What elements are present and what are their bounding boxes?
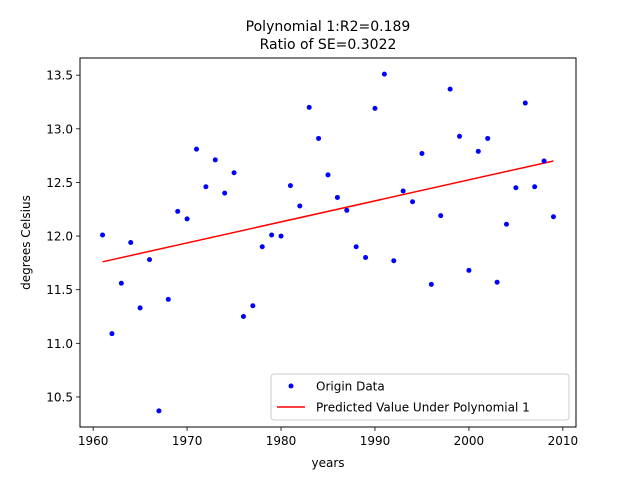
x-tick-label: 1980 <box>266 434 297 448</box>
data-point <box>250 303 256 309</box>
y-axis-label: degrees Celsius <box>19 195 33 290</box>
data-point <box>165 296 171 302</box>
data-point <box>513 185 519 191</box>
y-tick-label: 12.0 <box>46 230 73 244</box>
data-point <box>494 279 500 285</box>
data-point <box>175 208 181 214</box>
data-point <box>410 199 416 205</box>
x-tick-label: 2010 <box>548 434 579 448</box>
data-point <box>240 314 246 320</box>
data-point <box>400 188 406 194</box>
data-point <box>184 216 190 222</box>
data-point <box>363 255 369 261</box>
data-point <box>522 100 528 106</box>
x-tick-label: 1960 <box>78 434 109 448</box>
data-point <box>128 240 134 245</box>
data-point <box>550 214 556 220</box>
y-tick-label: 13.5 <box>46 69 73 83</box>
data-point <box>457 133 463 139</box>
data-point <box>325 172 331 178</box>
chart-subtitle: Ratio of SE=0.3022 <box>260 37 397 53</box>
data-point <box>278 233 284 239</box>
data-point <box>231 170 237 176</box>
legend-box <box>270 373 570 421</box>
data-point <box>212 157 218 163</box>
x-axis-label: years <box>311 456 344 470</box>
x-tick-label: 2000 <box>454 434 485 448</box>
y-tick-label: 13.0 <box>46 122 73 136</box>
data-point <box>419 150 425 156</box>
data-point <box>353 244 359 250</box>
plot-marks <box>100 71 556 414</box>
y-tick-label: 11.0 <box>46 337 73 351</box>
data-point <box>137 305 143 311</box>
data-point <box>344 207 350 213</box>
data-point <box>259 244 265 250</box>
data-point <box>503 221 509 227</box>
legend: Origin Data Predicted Value Under Polyno… <box>270 373 570 421</box>
y-tick-label: 10.5 <box>46 390 73 404</box>
data-point <box>203 184 209 190</box>
data-point <box>428 281 434 287</box>
legend-marker-origin-data <box>288 383 294 389</box>
data-point <box>269 232 275 238</box>
data-point <box>222 190 228 196</box>
data-point <box>334 194 340 200</box>
data-point <box>109 331 115 337</box>
predicted-line <box>102 160 554 263</box>
data-point <box>447 86 453 92</box>
y-axis: 10.5 11.0 11.5 12.0 12.5 13.0 13.5 <box>46 69 80 404</box>
data-point <box>391 258 397 264</box>
data-point <box>372 105 378 111</box>
data-point <box>118 280 124 286</box>
chart-title: Polynomial 1:R2=0.189 <box>246 19 411 35</box>
data-point <box>381 71 387 77</box>
data-point <box>100 232 106 238</box>
data-point <box>297 203 303 209</box>
plot-frame <box>79 57 577 428</box>
data-point <box>156 408 162 414</box>
x-axis: 1960 1970 1980 1990 2000 2010 <box>78 427 578 448</box>
x-tick-label: 1970 <box>172 434 203 448</box>
legend-label-predicted: Predicted Value Under Polynomial 1 <box>316 401 530 415</box>
data-point <box>532 184 538 190</box>
data-point <box>485 135 491 141</box>
y-tick-label: 12.5 <box>46 176 73 190</box>
data-point <box>541 158 547 164</box>
data-point <box>475 148 481 154</box>
data-point <box>147 257 153 263</box>
legend-label-origin-data: Origin Data <box>316 380 385 394</box>
data-point <box>316 135 322 141</box>
y-tick-label: 11.5 <box>46 283 73 297</box>
data-point <box>306 104 312 110</box>
data-point <box>466 267 472 273</box>
data-point <box>287 183 293 189</box>
data-point <box>193 146 199 152</box>
x-tick-label: 1990 <box>360 434 391 448</box>
data-point <box>438 213 444 219</box>
